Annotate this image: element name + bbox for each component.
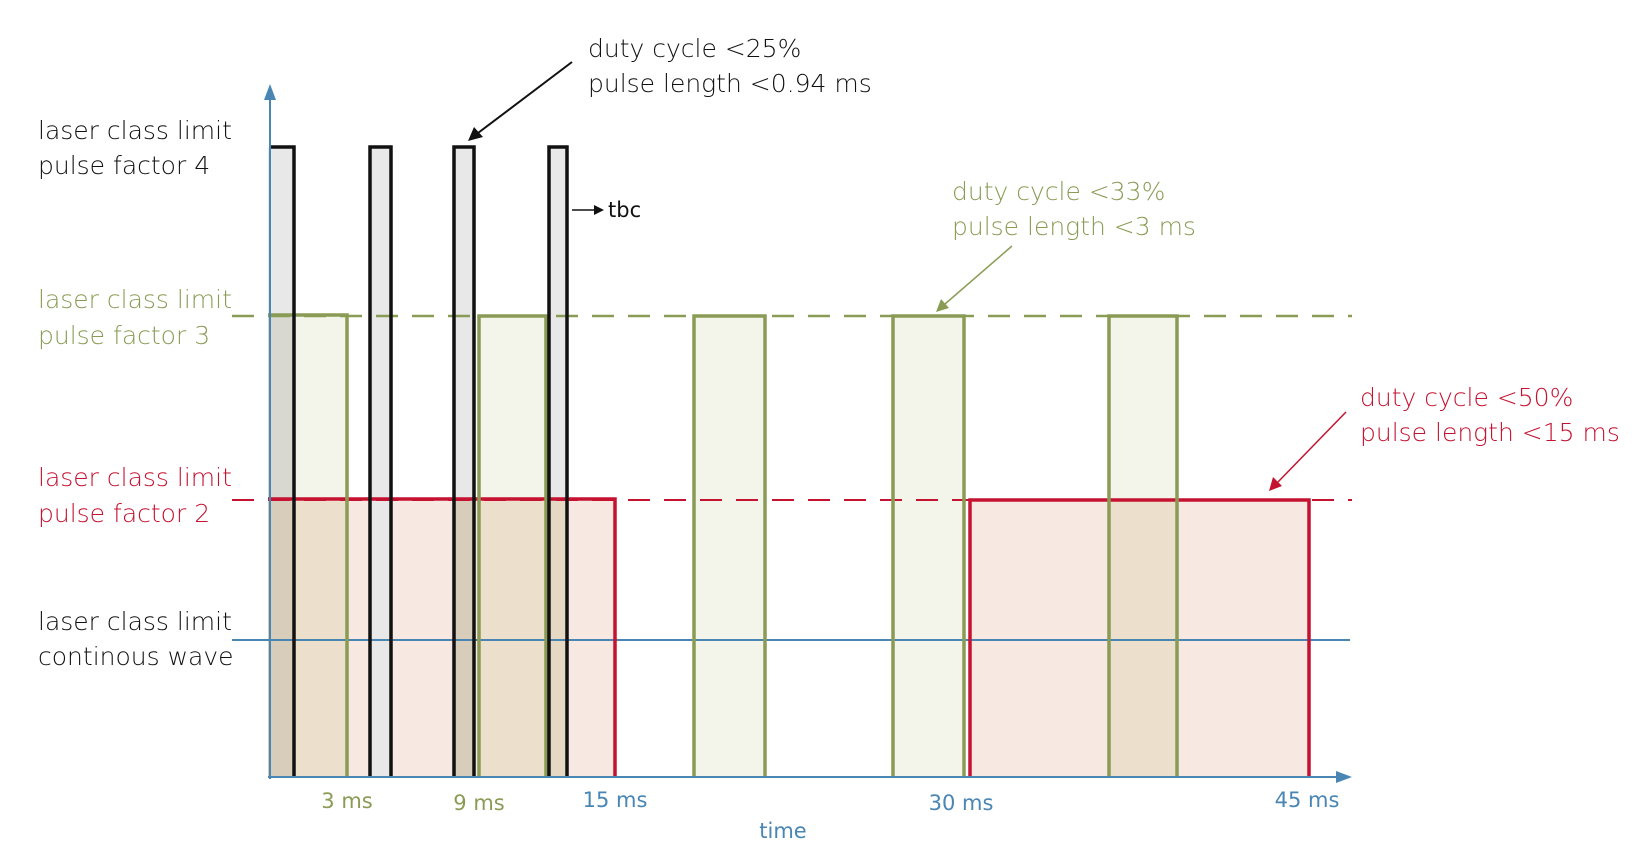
pf2-label-line2: pulse factor 2: [38, 499, 210, 528]
pf3-label-line2: pulse factor 3: [38, 321, 210, 350]
cw-label-line1: laser class limit: [38, 607, 232, 636]
pf2-label-line1: laser class limit: [38, 463, 232, 492]
pf4-pulse-length: pulse length <0.94 ms: [588, 69, 872, 98]
pf4-label-line2: pulse factor 4: [38, 151, 210, 180]
x-axis-arrow: [1336, 771, 1352, 783]
annotation-pf3: duty cycle <33% pulse length <3 ms: [936, 177, 1196, 312]
black-pulses: [270, 145, 569, 776]
annotation-pf2: duty cycle <50% pulse length <15 ms: [1269, 383, 1620, 491]
tick-3ms: 3 ms: [321, 789, 372, 813]
x-tick-labels: 3 ms 9 ms 15 ms 30 ms 45 ms time: [321, 788, 1339, 843]
annotation-pf4: duty cycle <25% pulse length <0.94 ms: [468, 34, 872, 141]
annotation-tbc: tbc: [572, 198, 641, 222]
tick-9ms: 9 ms: [453, 791, 504, 815]
x-axis-label: time: [759, 819, 806, 843]
pulse-fills: [268, 147, 1309, 776]
pf2-duty-cycle: duty cycle <50%: [1360, 383, 1573, 412]
red-pulses: [268, 497, 1311, 776]
axes: [264, 84, 1352, 783]
tick-45ms: 45 ms: [1275, 788, 1340, 812]
pf4-duty-cycle: duty cycle <25%: [588, 34, 801, 63]
pf2-pulse-length: pulse length <15 ms: [1360, 418, 1620, 447]
tick-15ms: 15 ms: [583, 788, 648, 812]
y-axis-arrow: [264, 84, 276, 100]
pf3-label-line1: laser class limit: [38, 285, 232, 314]
tick-30ms: 30 ms: [929, 791, 994, 815]
cw-label-line2: continous wave: [38, 642, 234, 671]
pf4-label-line1: laser class limit: [38, 116, 232, 145]
tbc-label: tbc: [608, 198, 641, 222]
level-labels: laser class limit pulse factor 4 laser c…: [38, 116, 234, 671]
pf3-pulse-length: pulse length <3 ms: [952, 212, 1196, 241]
pf3-duty-cycle: duty cycle <33%: [952, 177, 1165, 206]
